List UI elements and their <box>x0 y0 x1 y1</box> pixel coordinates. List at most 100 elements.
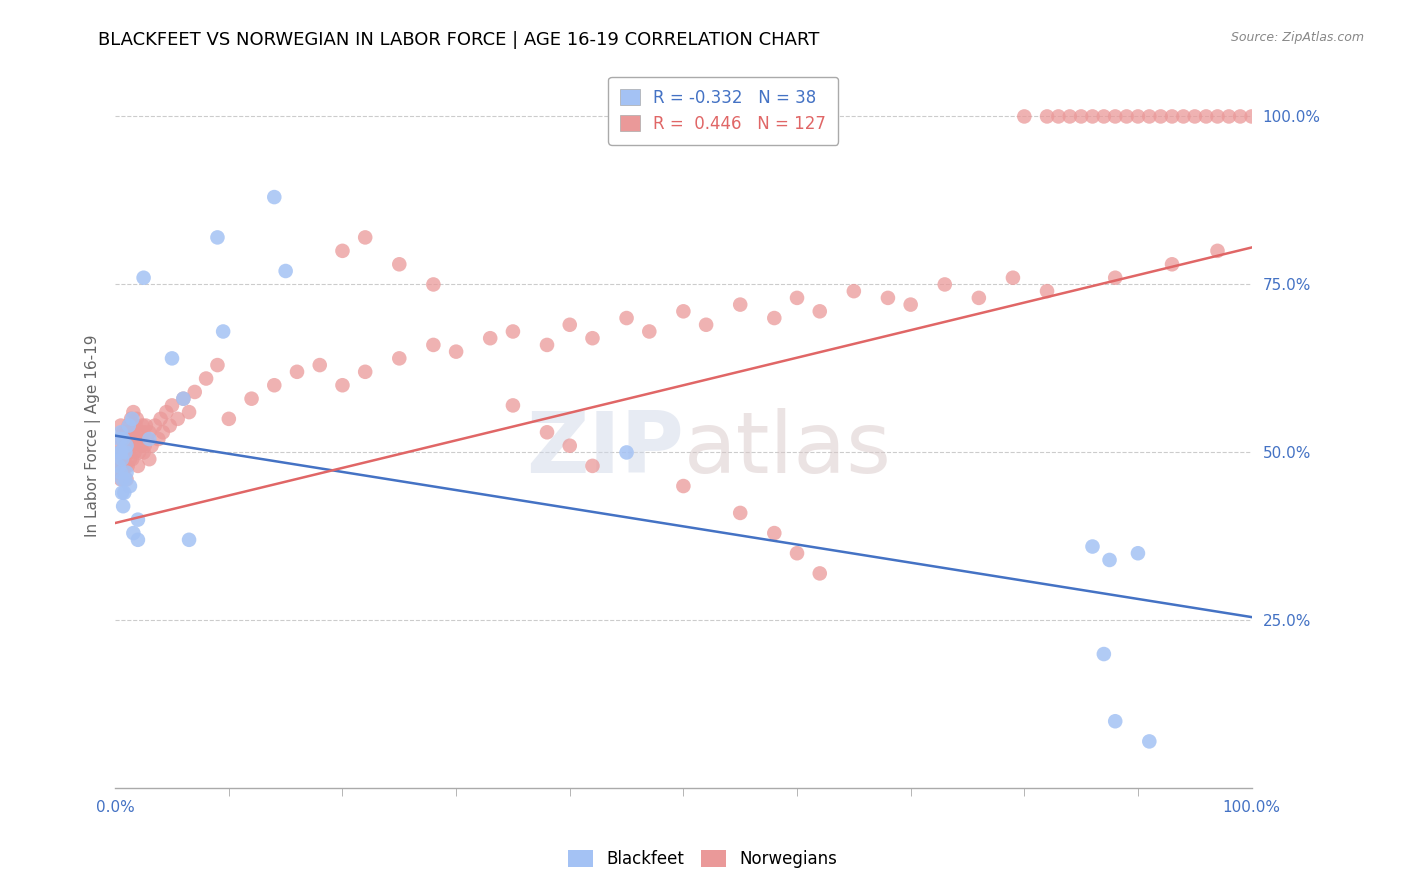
Norwegians <box>115 445 138 459</box>
Norwegians <box>110 472 132 486</box>
Norwegians <box>285 365 308 379</box>
Blackfeet <box>274 264 297 278</box>
Blackfeet <box>212 325 235 339</box>
Blackfeet <box>616 445 638 459</box>
Norwegians <box>111 458 134 473</box>
Norwegians <box>127 432 149 446</box>
Blackfeet <box>108 445 131 459</box>
Norwegians <box>332 378 354 392</box>
Norwegians <box>1104 110 1126 124</box>
Norwegians <box>1229 110 1251 124</box>
Norwegians <box>120 439 142 453</box>
Norwegians <box>115 472 138 486</box>
Norwegians <box>308 358 330 372</box>
Norwegians <box>558 318 581 332</box>
Norwegians <box>536 425 558 440</box>
Norwegians <box>152 425 174 440</box>
Blackfeet <box>207 230 229 244</box>
Blackfeet <box>118 418 141 433</box>
Norwegians <box>240 392 263 406</box>
Text: Source: ZipAtlas.com: Source: ZipAtlas.com <box>1230 31 1364 45</box>
Norwegians <box>121 425 143 440</box>
Norwegians <box>110 418 132 433</box>
Blackfeet <box>1104 714 1126 729</box>
Norwegians <box>218 412 240 426</box>
Blackfeet <box>112 432 135 446</box>
Norwegians <box>763 311 786 326</box>
Blackfeet <box>1137 734 1160 748</box>
Norwegians <box>121 452 143 467</box>
Norwegians <box>141 439 163 453</box>
Norwegians <box>808 566 831 581</box>
Norwegians <box>558 439 581 453</box>
Norwegians <box>195 371 218 385</box>
Blackfeet <box>172 392 194 406</box>
Norwegians <box>128 445 150 459</box>
Norwegians <box>900 297 922 311</box>
Blackfeet <box>263 190 285 204</box>
Norwegians <box>155 405 177 419</box>
Norwegians <box>117 432 139 446</box>
Norwegians <box>786 291 808 305</box>
Blackfeet <box>112 499 135 513</box>
Norwegians <box>1092 110 1115 124</box>
Norwegians <box>1161 257 1184 271</box>
Blackfeet <box>110 466 132 480</box>
Norwegians <box>728 297 751 311</box>
Norwegians <box>1047 110 1070 124</box>
Norwegians <box>120 412 142 426</box>
Norwegians <box>263 378 285 392</box>
Blackfeet <box>115 466 138 480</box>
Blackfeet <box>110 425 132 440</box>
Norwegians <box>122 432 145 446</box>
Blackfeet <box>107 458 129 473</box>
Norwegians <box>114 458 136 473</box>
Norwegians <box>332 244 354 258</box>
Norwegians <box>502 325 524 339</box>
Norwegians <box>1059 110 1081 124</box>
Norwegians <box>616 311 638 326</box>
Blackfeet <box>127 513 149 527</box>
Blackfeet <box>121 412 143 426</box>
Blackfeet <box>138 432 160 446</box>
Norwegians <box>1126 110 1149 124</box>
Blackfeet <box>160 351 183 366</box>
Norwegians <box>1240 110 1263 124</box>
Norwegians <box>110 439 132 453</box>
Norwegians <box>1195 110 1218 124</box>
Norwegians <box>1218 110 1240 124</box>
Blackfeet <box>111 452 134 467</box>
Norwegians <box>136 432 159 446</box>
Norwegians <box>166 412 188 426</box>
Norwegians <box>207 358 229 372</box>
Text: ZIP: ZIP <box>526 409 683 491</box>
Norwegians <box>388 351 411 366</box>
Norwegians <box>581 331 603 345</box>
Norwegians <box>107 452 129 467</box>
Norwegians <box>125 412 148 426</box>
Norwegians <box>112 432 135 446</box>
Norwegians <box>695 318 717 332</box>
Blackfeet <box>1092 647 1115 661</box>
Norwegians <box>1081 110 1104 124</box>
Norwegians <box>1161 110 1184 124</box>
Norwegians <box>581 458 603 473</box>
Norwegians <box>177 405 200 419</box>
Norwegians <box>354 365 377 379</box>
Norwegians <box>131 418 153 433</box>
Blackfeet <box>1081 540 1104 554</box>
Y-axis label: In Labor Force | Age 16-19: In Labor Force | Age 16-19 <box>86 334 101 537</box>
Text: atlas: atlas <box>683 409 891 491</box>
Blackfeet <box>111 485 134 500</box>
Blackfeet <box>127 533 149 547</box>
Norwegians <box>132 425 155 440</box>
Norwegians <box>934 277 956 292</box>
Norwegians <box>1137 110 1160 124</box>
Norwegians <box>131 439 153 453</box>
Norwegians <box>1001 270 1024 285</box>
Blackfeet <box>118 479 141 493</box>
Norwegians <box>536 338 558 352</box>
Norwegians <box>1115 110 1137 124</box>
Norwegians <box>967 291 990 305</box>
Norwegians <box>118 445 141 459</box>
